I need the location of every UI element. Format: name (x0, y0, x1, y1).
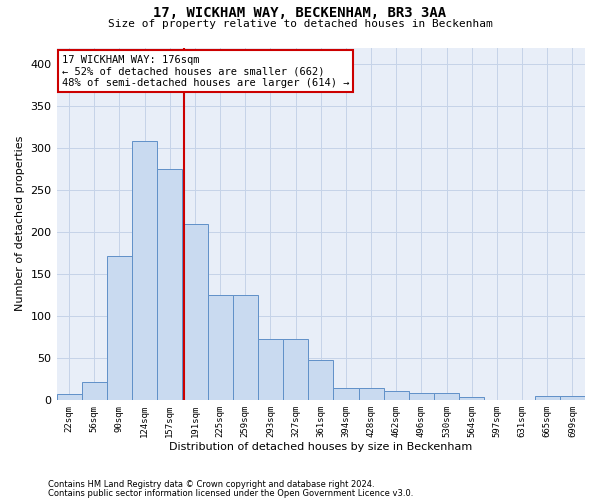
Bar (107, 256, 132, 400)
Bar (535, 396, 560, 400)
Bar (560, 396, 585, 400)
Bar (359, 388, 383, 400)
Bar (258, 340, 283, 400)
Text: Contains HM Land Registry data © Crown copyright and database right 2024.: Contains HM Land Registry data © Crown c… (48, 480, 374, 489)
Bar (233, 295, 258, 400)
Text: 17 WICKHAM WAY: 176sqm
← 52% of detached houses are smaller (662)
48% of semi-de: 17 WICKHAM WAY: 176sqm ← 52% of detached… (62, 54, 349, 88)
Bar (459, 398, 484, 400)
Y-axis label: Number of detached properties: Number of detached properties (15, 136, 25, 312)
Bar (56, 394, 82, 400)
Text: Contains public sector information licensed under the Open Government Licence v3: Contains public sector information licen… (48, 488, 413, 498)
Bar (308, 360, 334, 400)
Bar (283, 340, 308, 400)
Bar (334, 388, 359, 400)
Text: 17, WICKHAM WAY, BECKENHAM, BR3 3AA: 17, WICKHAM WAY, BECKENHAM, BR3 3AA (154, 6, 446, 20)
Bar (383, 390, 409, 400)
Bar (182, 224, 208, 400)
Bar (157, 169, 182, 400)
Bar (82, 382, 107, 400)
Text: Size of property relative to detached houses in Beckenham: Size of property relative to detached ho… (107, 19, 493, 29)
X-axis label: Distribution of detached houses by size in Beckenham: Distribution of detached houses by size … (169, 442, 472, 452)
Bar (409, 393, 434, 400)
Bar (434, 393, 459, 400)
Bar (132, 142, 157, 400)
Bar (208, 295, 233, 400)
